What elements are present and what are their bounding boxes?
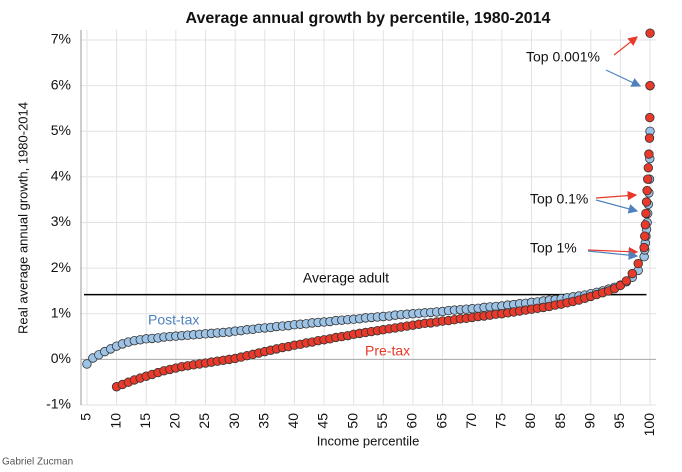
point	[640, 231, 650, 241]
x-tick-label: 75	[493, 413, 509, 429]
y-tick-label: 2%	[51, 259, 71, 275]
y-tick-label: 4%	[51, 168, 71, 184]
y-tick-label: 5%	[51, 122, 71, 138]
series-label: Pre-tax	[365, 343, 410, 359]
x-tick-label: 25	[196, 413, 212, 429]
y-tick-label: 1%	[51, 304, 71, 320]
x-tick-label: 85	[552, 413, 568, 429]
x-tick-label: 5	[78, 413, 94, 421]
y-axis-label: Real average annual growth, 1980-2014	[15, 102, 30, 334]
arrow	[595, 199, 639, 214]
arrow	[595, 190, 638, 201]
x-tick-label: 10	[107, 413, 123, 429]
x-tick-label: 15	[137, 413, 153, 429]
point	[633, 258, 643, 269]
marks	[82, 28, 655, 392]
point	[644, 149, 654, 159]
source: Gabriel Zucman	[2, 457, 73, 468]
x-tick-label: 35	[255, 413, 271, 429]
chart-title: Average annual growth by percentile, 198…	[186, 10, 551, 27]
arrow	[613, 36, 638, 56]
y-tick-label: 6%	[51, 76, 71, 92]
y-tick-label: 7%	[51, 31, 71, 47]
x-tick-label: 50	[344, 413, 360, 429]
x-axis-label: Income percentile	[317, 433, 420, 448]
x-tick-label: 55	[374, 413, 390, 429]
annotation: Top 0.001%	[526, 49, 600, 65]
point	[645, 28, 655, 38]
series-label: Post-tax	[148, 312, 199, 328]
point	[627, 268, 637, 279]
y-tick-label: 0%	[51, 350, 71, 366]
point	[641, 197, 652, 207]
y-tick-label: -1%	[46, 396, 71, 412]
point	[644, 133, 655, 143]
x-tick-label: 70	[463, 413, 479, 429]
point	[642, 185, 652, 196]
x-tick-label: 90	[581, 413, 597, 429]
point	[621, 276, 632, 286]
arrow	[587, 250, 639, 260]
x-tick-label: 80	[522, 413, 538, 429]
x-tick-label: 65	[433, 413, 449, 429]
x-tick-label: 20	[167, 413, 183, 429]
point	[643, 174, 653, 184]
y-tick-label: 3%	[51, 213, 71, 229]
x-tick-label: 30	[226, 413, 242, 429]
reference-label: Average adult	[303, 269, 389, 285]
x-tick-label: 40	[285, 413, 301, 429]
grid	[80, 30, 656, 406]
point	[639, 242, 649, 253]
x-tick-label: 45	[315, 413, 331, 429]
point	[643, 163, 653, 173]
point	[641, 208, 651, 219]
point	[645, 80, 655, 91]
point	[640, 220, 651, 230]
arrows	[587, 36, 642, 260]
point	[645, 112, 655, 123]
annotation: Top 0.1%	[530, 191, 588, 207]
arrow	[605, 69, 642, 87]
point	[82, 359, 92, 369]
x-tick-label: 95	[611, 413, 627, 429]
annotation: Top 1%	[530, 240, 577, 256]
x-tick-label: 60	[404, 413, 420, 429]
x-tick-label: 100	[641, 413, 657, 437]
